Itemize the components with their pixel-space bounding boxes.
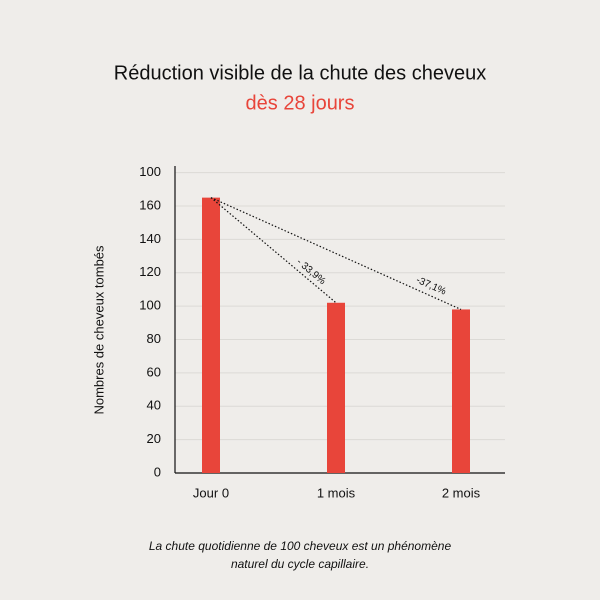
y-tick-label: 100 bbox=[139, 298, 161, 313]
y-tick-label: 160 bbox=[139, 197, 161, 212]
comparison-line bbox=[210, 197, 462, 310]
x-tick-label: Jour 0 bbox=[193, 485, 229, 500]
note-line: naturel du cycle capillaire. bbox=[231, 557, 369, 571]
y-tick-label: 20 bbox=[147, 431, 161, 446]
y-tick-label: 140 bbox=[139, 231, 161, 246]
y-tick-label: 60 bbox=[147, 364, 161, 379]
note-line: La chute quotidienne de 100 cheveux est … bbox=[149, 539, 452, 553]
y-tick-label: 80 bbox=[147, 331, 161, 346]
comparison-line bbox=[210, 197, 337, 304]
y-tick-label: 40 bbox=[147, 398, 161, 413]
bar bbox=[202, 197, 220, 473]
y-tick-label: 0 bbox=[154, 464, 161, 479]
bar bbox=[327, 302, 345, 473]
y-axis-label: Nombres de cheveux tombés bbox=[91, 245, 106, 415]
chart-subtitle: dès 28 jours bbox=[246, 92, 355, 114]
bar bbox=[452, 309, 470, 473]
x-tick-label: 1 mois bbox=[317, 485, 356, 500]
chart-title: Réduction visible de la chute des cheveu… bbox=[114, 62, 486, 84]
y-tick-label: 100 bbox=[139, 164, 161, 179]
x-tick-label: 2 mois bbox=[442, 485, 481, 500]
y-tick-label: 120 bbox=[139, 264, 161, 279]
